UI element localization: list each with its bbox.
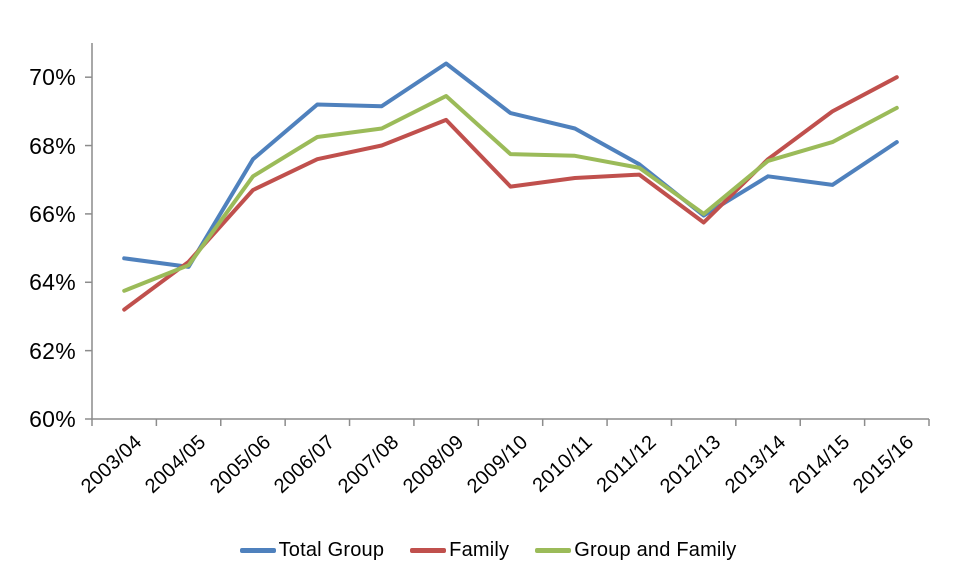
y-axis-label: 70% — [29, 64, 76, 91]
chart-legend: Total Group Family Group and Family — [0, 539, 976, 562]
y-axis-label: 62% — [29, 337, 76, 364]
legend-item-total-group: Total Group — [239, 539, 385, 562]
y-axis-label: 68% — [29, 132, 76, 159]
y-axis-label: 66% — [29, 200, 76, 227]
legend-item-group-and-family: Group and Family — [535, 539, 736, 562]
y-axis-label: 60% — [29, 406, 76, 432]
legend-swatch-family — [410, 548, 447, 553]
y-axis-label: 64% — [29, 269, 76, 296]
legend-label-total-group: Total Group — [278, 539, 385, 561]
series-line-total-group — [122, 61, 899, 269]
series-line-group-and-family — [122, 94, 899, 293]
legend-swatch-total-group — [239, 548, 276, 553]
legend-label-family: Family — [449, 539, 510, 561]
legend-item-family: Family — [410, 539, 509, 562]
legend-swatch-group-and-family — [535, 548, 572, 553]
legend-label-group-and-family: Group and Family — [574, 539, 737, 561]
